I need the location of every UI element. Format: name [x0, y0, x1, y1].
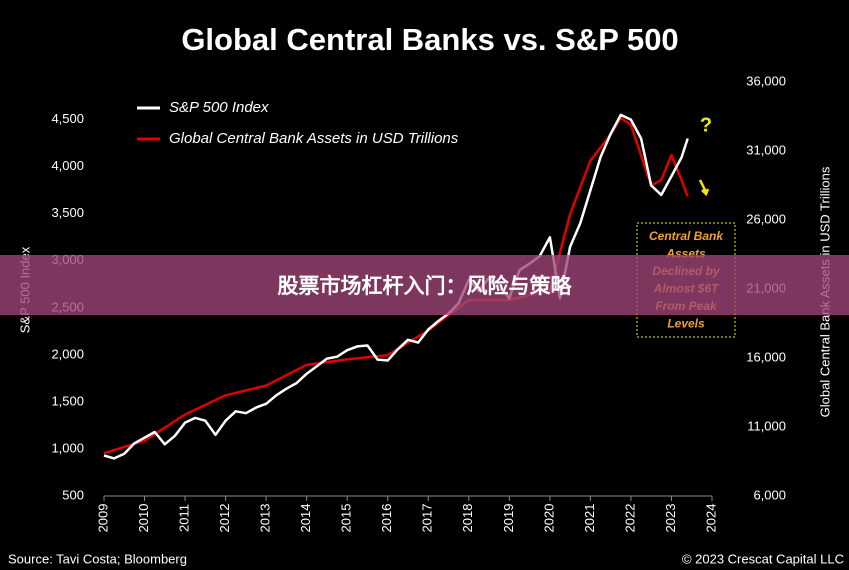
- y-tick-label: 500: [62, 487, 84, 502]
- y-tick-label: 2,000: [51, 346, 84, 361]
- y2-tick-label: 36,000: [746, 73, 786, 88]
- x-tick-label: 2018: [460, 504, 475, 533]
- annotation-line: Central Bank: [649, 229, 724, 243]
- x-tick-label: 2024: [703, 504, 718, 533]
- x-tick-label: 2020: [541, 504, 556, 533]
- x-tick-label: 2015: [339, 504, 354, 533]
- series-line: [103, 113, 689, 460]
- y2-tick-label: 6,000: [753, 487, 786, 502]
- y-tick-label: 4,500: [51, 111, 84, 126]
- source: Source: Tavi Costa; Bloomberg: [8, 551, 187, 566]
- x-tick-label: 2016: [379, 504, 394, 533]
- legend-label: Global Central Bank Assets in USD Trilli…: [169, 130, 459, 147]
- x-tick-label: 2013: [258, 504, 273, 533]
- copyright: © 2023 Crescat Capital LLC: [682, 551, 844, 566]
- arrow: [698, 179, 710, 197]
- legend-label: S&P 500 Index: [169, 99, 269, 116]
- y-tick-label: 3,500: [51, 205, 84, 220]
- question-mark: ?: [700, 114, 712, 136]
- banner: 股票市场杠杆入门：风险与策略: [0, 255, 849, 315]
- x-tick-label: 2010: [136, 504, 151, 533]
- x-tick-label: 2014: [298, 504, 313, 533]
- x-tick-label: 2009: [95, 504, 110, 533]
- y-tick-label: 1,000: [51, 440, 84, 455]
- x-tick-label: 2023: [663, 504, 678, 533]
- y-tick-label: 1,500: [51, 393, 84, 408]
- y2-tick-label: 26,000: [746, 211, 786, 226]
- x-tick-label: 2012: [217, 504, 232, 533]
- annotation-line: Levels: [667, 317, 705, 331]
- y2-tick-label: 16,000: [746, 349, 786, 364]
- x-tick-label: 2017: [420, 504, 435, 533]
- chart-title: Global Central Banks vs. S&P 500: [181, 22, 678, 57]
- y2-tick-label: 31,000: [746, 142, 786, 157]
- x-tick-label: 2019: [501, 504, 516, 533]
- y2-tick-label: 11,000: [747, 418, 786, 433]
- annotation-box: [636, 222, 736, 338]
- y-tick-label: 4,000: [51, 158, 84, 173]
- x-tick-label: 2021: [582, 504, 597, 533]
- x-tick-label: 2022: [622, 504, 637, 533]
- x-tick-label: 2011: [177, 504, 192, 532]
